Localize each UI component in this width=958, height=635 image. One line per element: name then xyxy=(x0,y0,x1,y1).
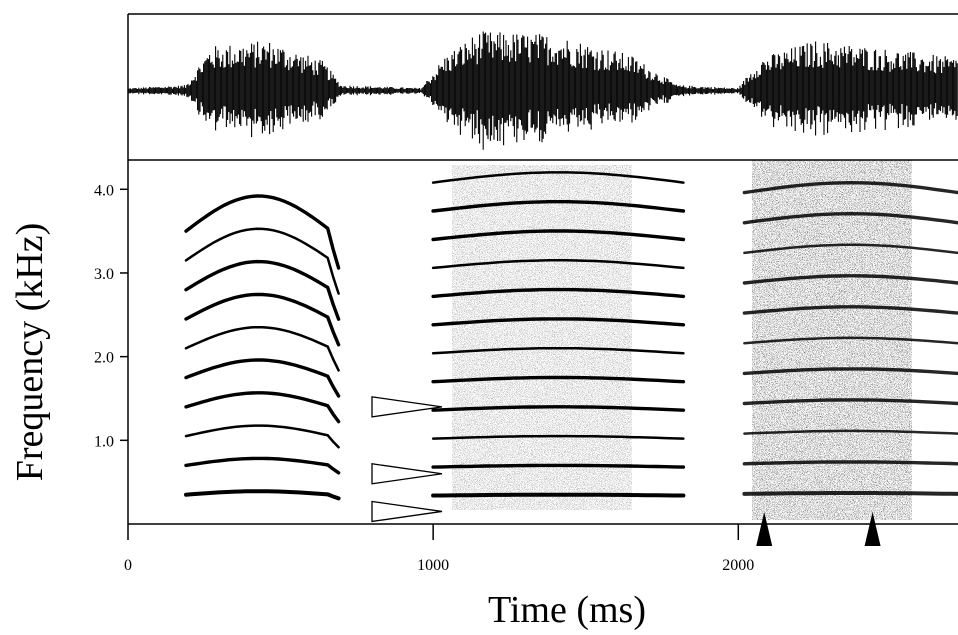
waveform-panel xyxy=(127,13,958,160)
harmonic-9 xyxy=(431,259,685,270)
harmonic-5 xyxy=(431,375,686,384)
y-tick-label: 3.0 xyxy=(94,266,114,283)
harmonic-11 xyxy=(742,180,958,195)
harmonic-2 xyxy=(742,460,958,466)
harmonic-6 xyxy=(431,346,685,355)
y-tick-label: 2.0 xyxy=(94,350,114,367)
harmonic-1 xyxy=(184,489,341,501)
y-axis-title: Frequency (kHz) xyxy=(9,223,51,482)
harmonic-4 xyxy=(184,391,341,424)
harmonic-10 xyxy=(431,229,686,242)
harmonic-5 xyxy=(742,367,958,376)
x-tick-label: 2000 xyxy=(722,557,754,574)
harmonic-9 xyxy=(743,243,958,255)
harmonic-10 xyxy=(184,194,341,270)
x-tick-label: 0 xyxy=(124,557,132,574)
noise-region-2 xyxy=(452,165,632,510)
harmonic-1 xyxy=(742,491,958,496)
harmonic-8 xyxy=(431,287,686,299)
harmonic-3 xyxy=(184,424,340,449)
spectrogram xyxy=(184,160,958,520)
harmonic-4 xyxy=(742,398,958,406)
x-ticks: 0 1000 2000 xyxy=(124,524,754,574)
markers xyxy=(371,396,881,546)
y-tick-label: 4.0 xyxy=(94,182,114,199)
harmonic-3 xyxy=(743,429,958,435)
segment-1 xyxy=(184,194,341,501)
segment-3 xyxy=(742,180,958,496)
harmonic-8 xyxy=(742,274,958,285)
harmonic-5 xyxy=(184,358,341,398)
waveform xyxy=(128,31,958,150)
harmonic-7 xyxy=(742,305,958,315)
harmonic-11 xyxy=(431,200,686,213)
harmonic-10 xyxy=(742,211,958,225)
segment-2 xyxy=(431,171,686,498)
spectrogram-panel: 1.0 2.0 3.0 4.0 0 1000 2000 xyxy=(94,159,958,574)
open-triangle-marker xyxy=(371,500,443,523)
waveform-trace xyxy=(128,31,958,150)
harmonic-2 xyxy=(184,456,341,475)
x-tick-label: 1000 xyxy=(417,557,449,574)
harmonic-12 xyxy=(431,171,685,184)
harmonic-9 xyxy=(184,227,340,295)
y-tick-label: 1.0 xyxy=(94,433,114,450)
harmonic-3 xyxy=(431,434,685,440)
filled-triangle-marker xyxy=(756,512,773,546)
y-ticks: 1.0 2.0 3.0 4.0 xyxy=(94,182,128,450)
harmonic-6 xyxy=(743,336,958,345)
harmonic-2 xyxy=(431,463,686,469)
harmonic-7 xyxy=(184,292,341,347)
open-triangle-marker xyxy=(371,396,443,418)
harmonic-6 xyxy=(184,325,340,372)
x-axis-title: Time (ms) xyxy=(488,589,646,631)
harmonic-1 xyxy=(431,492,686,498)
harmonic-4 xyxy=(431,405,686,412)
harmonic-7 xyxy=(431,317,686,327)
harmonic-8 xyxy=(184,259,341,321)
open-triangle-marker xyxy=(371,463,443,485)
filled-triangle-marker xyxy=(864,512,881,546)
